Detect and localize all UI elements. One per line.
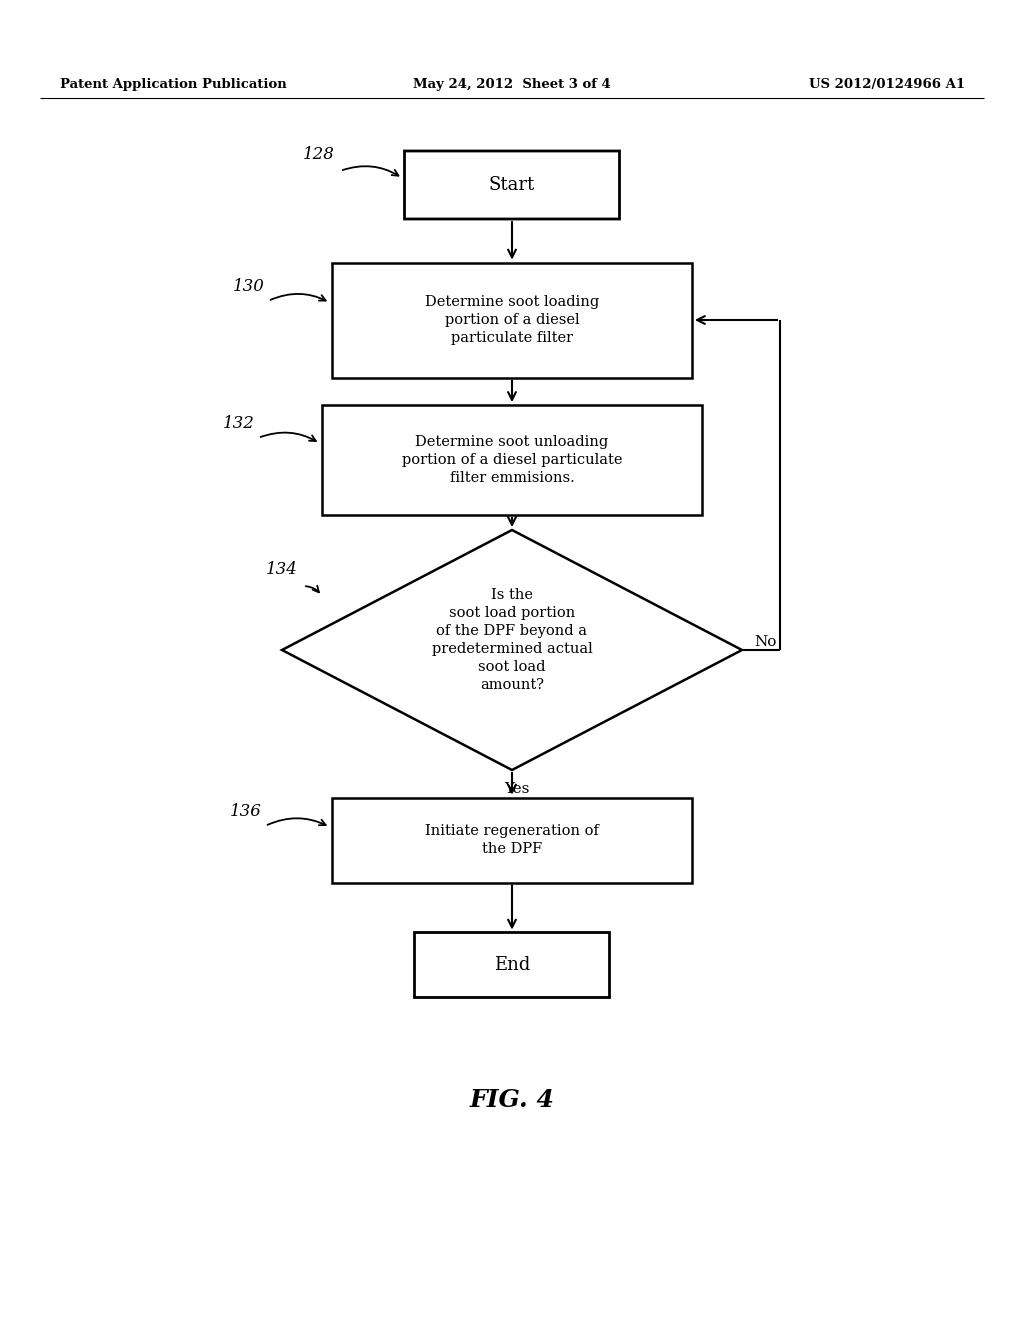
- Text: Determine soot loading
portion of a diesel
particulate filter: Determine soot loading portion of a dies…: [425, 294, 599, 346]
- Text: Patent Application Publication: Patent Application Publication: [60, 78, 287, 91]
- Text: Determine soot unloading
portion of a diesel particulate
filter emmisions.: Determine soot unloading portion of a di…: [401, 434, 623, 486]
- Text: 132: 132: [223, 414, 255, 432]
- Text: 134: 134: [266, 561, 298, 578]
- Text: FIG. 4: FIG. 4: [470, 1088, 554, 1111]
- Text: Initiate regeneration of
the DPF: Initiate regeneration of the DPF: [425, 824, 599, 857]
- Text: May 24, 2012  Sheet 3 of 4: May 24, 2012 Sheet 3 of 4: [413, 78, 611, 91]
- FancyBboxPatch shape: [415, 932, 609, 998]
- Text: 130: 130: [233, 279, 265, 294]
- Text: 128: 128: [303, 147, 335, 162]
- Text: Is the
soot load portion
of the DPF beyond a
predetermined actual
soot load
amou: Is the soot load portion of the DPF beyo…: [432, 589, 592, 692]
- Bar: [332, 263, 692, 378]
- Text: End: End: [494, 956, 530, 974]
- Text: Yes: Yes: [504, 781, 529, 796]
- FancyBboxPatch shape: [404, 150, 620, 219]
- Polygon shape: [282, 531, 742, 770]
- Text: 136: 136: [230, 803, 262, 820]
- Text: US 2012/0124966 A1: US 2012/0124966 A1: [809, 78, 965, 91]
- Bar: [322, 405, 702, 515]
- Text: Start: Start: [488, 176, 536, 194]
- Bar: [332, 797, 692, 883]
- Text: No: No: [754, 635, 776, 649]
